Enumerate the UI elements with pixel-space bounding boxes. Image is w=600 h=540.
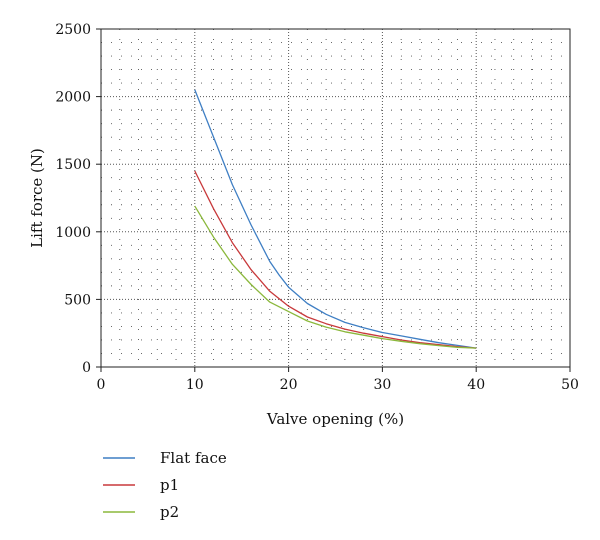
x-tick-label: 10 — [186, 377, 204, 393]
y-tick-label: 2500 — [55, 22, 91, 38]
legend-label-flat-face: Flat face — [160, 449, 227, 467]
y-tick-label: 0 — [82, 360, 91, 376]
y-tick-label: 1000 — [55, 225, 91, 241]
x-tick-label: 40 — [467, 377, 485, 393]
series-line-p1 — [194, 170, 477, 349]
y-axis-label: Lift force (N) — [28, 148, 46, 248]
series-layer — [194, 89, 477, 349]
x-tick-label: 30 — [373, 377, 391, 393]
plot-frame — [100, 28, 571, 368]
x-axis-label: Valve opening (%) — [266, 410, 404, 428]
axes — [96, 28, 571, 372]
y-tick-label: 2000 — [55, 90, 91, 106]
x-tick-label: 0 — [97, 377, 106, 393]
y-tick-label: 500 — [64, 292, 91, 308]
series-line-flat-face — [194, 89, 477, 349]
x-tick-label: 50 — [561, 377, 579, 393]
series-line-p2 — [194, 205, 477, 349]
x-tick-label: 20 — [280, 377, 298, 393]
legend-label-p2: p2 — [160, 503, 179, 521]
legend-label-p1: p1 — [160, 476, 179, 494]
y-tick-label: 1500 — [55, 157, 91, 173]
legend: Flat face p1 p2 — [103, 449, 227, 521]
grid — [101, 29, 570, 367]
